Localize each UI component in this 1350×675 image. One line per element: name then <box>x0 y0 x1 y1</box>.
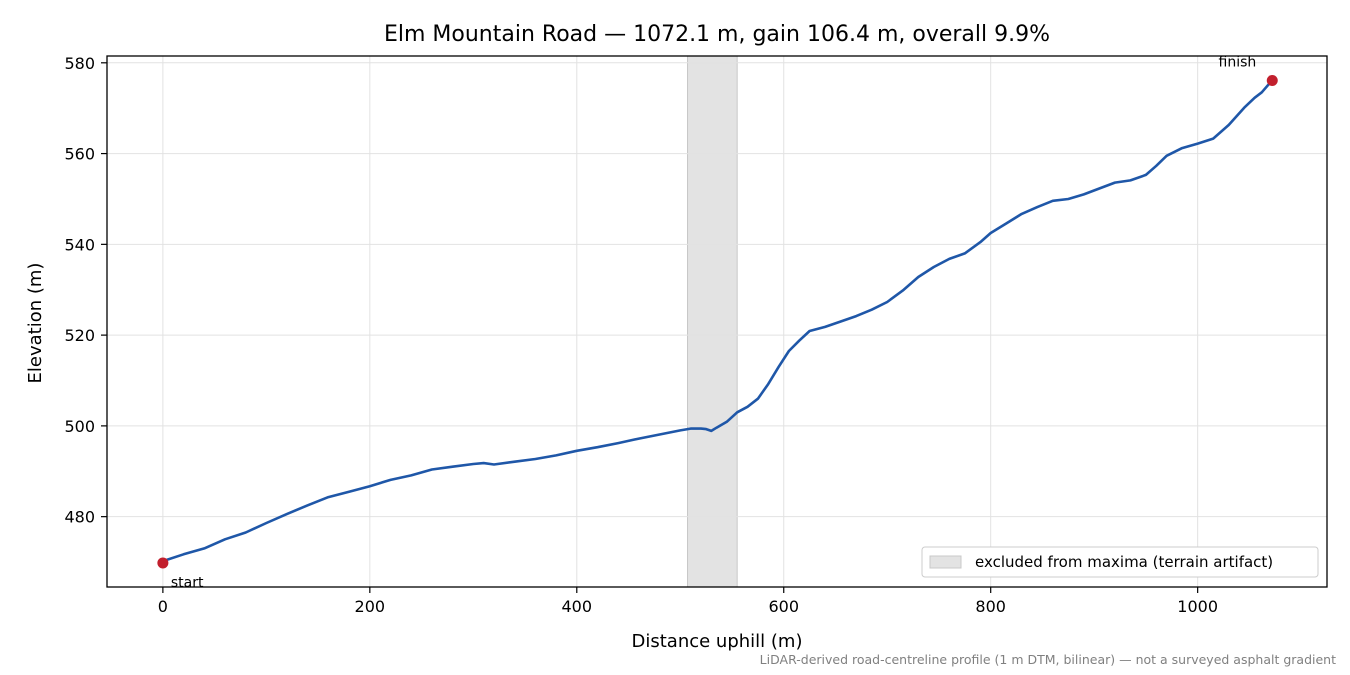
legend-box <box>921 546 1319 578</box>
y-tick-label: 580 <box>64 54 95 73</box>
finish-label: finish <box>1219 55 1257 71</box>
x-tick-label: 0 <box>158 597 168 616</box>
y-tick-label: 520 <box>64 326 95 345</box>
plot-frame <box>106 55 1328 588</box>
y-axis-ticks: 480 500 520 540 560 580 <box>64 54 107 527</box>
x-tick-label: 200 <box>355 597 386 616</box>
footnote: LiDAR-derived road-centreline profile (1… <box>760 652 1336 667</box>
legend-swatch <box>929 555 962 569</box>
y-tick-label: 500 <box>64 417 95 436</box>
y-tick-label: 560 <box>64 145 95 164</box>
y-tick-label: 480 <box>64 508 95 527</box>
x-axis-label: Distance uphill (m) <box>632 631 803 652</box>
x-axis-ticks: 0 200 400 600 800 1000 <box>158 587 1218 616</box>
chart-title: Elm Mountain Road — 1072.1 m, gain 106.4… <box>384 22 1050 47</box>
x-tick-label: 1000 <box>1177 597 1218 616</box>
elevation-line <box>161 78 1274 563</box>
x-tick-label: 400 <box>562 597 593 616</box>
x-tick-label: 600 <box>768 597 799 616</box>
start-label: start <box>171 575 204 591</box>
excluded-band <box>687 55 738 588</box>
legend-label: excluded from maxima (terrain artifact) <box>975 553 1273 571</box>
series-layer <box>161 78 1274 563</box>
x-tick-label: 800 <box>975 597 1006 616</box>
legend: excluded from maxima (terrain artifact) <box>921 546 1319 578</box>
y-axis-label: Elevation (m) <box>25 263 46 384</box>
finish-marker <box>1266 75 1278 87</box>
y-tick-label: 540 <box>64 235 95 254</box>
start-marker <box>157 557 169 569</box>
